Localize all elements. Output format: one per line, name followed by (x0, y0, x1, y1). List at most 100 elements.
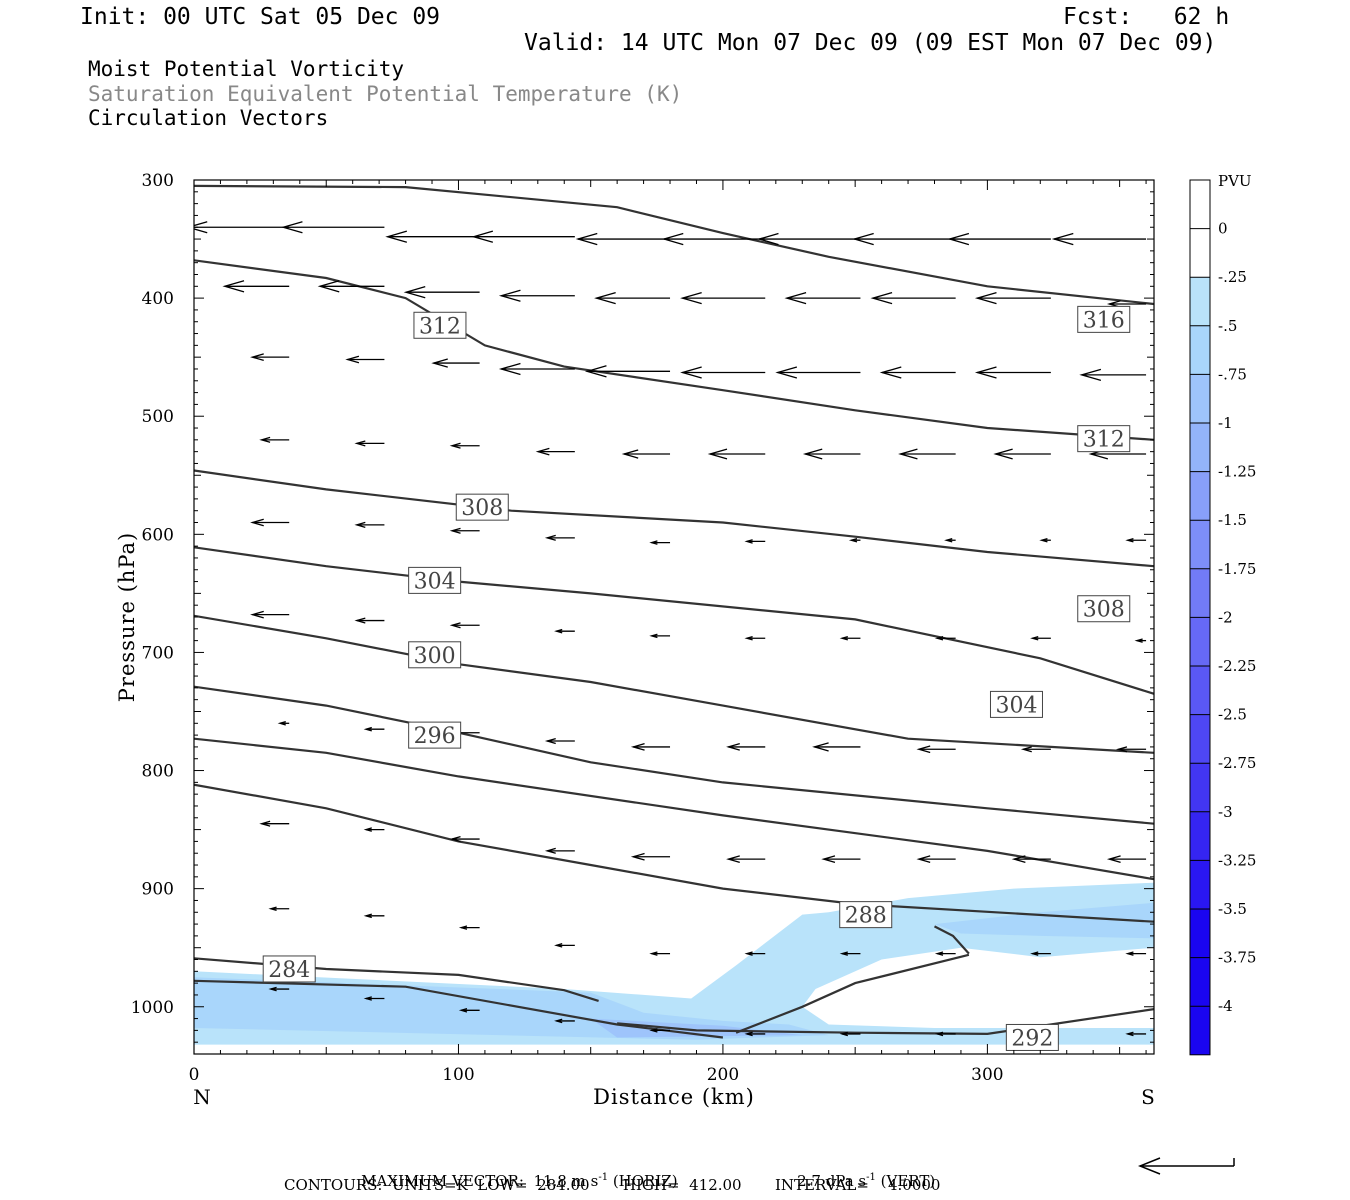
circulation-vector (1051, 232, 1147, 246)
theta-es-contour-11 (933, 925, 970, 955)
vector-head (458, 925, 468, 930)
circulation-vector (535, 447, 575, 456)
theta-es-contour-2 (194, 469, 1154, 568)
circulation-vector (756, 232, 861, 246)
vector-head (898, 448, 918, 460)
circulation-vector (449, 622, 480, 629)
vector-head (544, 534, 556, 541)
vector-head (947, 232, 970, 246)
vector-head (1039, 537, 1048, 543)
circulation-vector (870, 291, 956, 305)
circulation-vector (1011, 855, 1051, 864)
contour-label-text: 312 (1083, 428, 1125, 453)
contour-label-text: 300 (414, 644, 456, 669)
circulation-vector (1030, 635, 1051, 641)
colorbar-level-label: -2.75 (1218, 754, 1256, 772)
vector-head (259, 820, 271, 827)
plot-area (194, 184, 1154, 1045)
vector-head (449, 622, 461, 629)
vector-head (449, 527, 461, 534)
contour-label-text: 308 (461, 496, 503, 521)
vector-head (458, 1008, 468, 1013)
circulation-vector (821, 855, 861, 864)
vector-head (1079, 368, 1102, 382)
x-tick-label: 300 (971, 1065, 1003, 1085)
theta-es-contour-3 (194, 546, 1154, 695)
vector-head (744, 635, 753, 641)
circulation-vector (621, 449, 671, 459)
vector-head (554, 628, 563, 634)
vector-head (363, 913, 372, 919)
y-tick-label: 900 (142, 880, 174, 900)
vector-head (280, 221, 303, 234)
contour-label-box (262, 955, 316, 983)
x-tick-label: 200 (707, 1065, 739, 1085)
circulation-vector (1030, 951, 1051, 956)
contour-label-text: 316 (1083, 308, 1125, 333)
vector-head (756, 232, 779, 246)
circulation-vector (649, 1028, 671, 1033)
circulation-vector (649, 633, 671, 639)
vector-head (385, 230, 408, 243)
contour-label: 316 (1077, 305, 1131, 333)
vector-head (498, 362, 521, 376)
colorbar-level-label: -.5 (1218, 317, 1237, 335)
colorbar-cell (1190, 714, 1210, 764)
contour-label: 304 (408, 566, 462, 594)
reference-vector-head (1137, 1157, 1161, 1175)
vector-head (839, 635, 848, 641)
contour-label-box (1005, 1023, 1059, 1051)
vector-head (993, 448, 1013, 460)
contour-label: 312 (413, 311, 467, 339)
circulation-vector (775, 366, 861, 379)
contour-label-box (408, 721, 462, 749)
circulation-vector (848, 537, 861, 543)
circulation-vector (839, 1031, 861, 1037)
vector-head (812, 742, 829, 752)
vector-head (354, 521, 366, 528)
circulation-vector (222, 280, 290, 293)
vector-head (879, 366, 902, 379)
contours-info: CONTOURS: UNITS=K LOW= 284.00 HIGH= 412.… (284, 1176, 941, 1194)
circulation-vector (1125, 951, 1147, 956)
vector-head (498, 289, 521, 302)
vector-head (222, 280, 245, 293)
circulation-vector (947, 232, 1051, 246)
vector-head (680, 366, 702, 379)
contour-label: 308 (455, 493, 509, 521)
vector-head (575, 232, 598, 246)
colorbar-level-label: -2.5 (1218, 706, 1247, 724)
colorbar-cell (1190, 423, 1210, 472)
colorbar-level-label: -.75 (1218, 365, 1247, 383)
circulation-vector (363, 996, 385, 1001)
circulation-vector (345, 355, 385, 364)
circulation-vector (812, 742, 861, 752)
circulation-vector (354, 521, 385, 528)
circulation-vector (839, 635, 861, 641)
colorbar-level-label: -3 (1218, 803, 1233, 821)
valid-time: Valid: 14 UTC Mon 07 Dec 09 (09 EST Mon … (524, 30, 1217, 56)
vector-head (535, 447, 550, 456)
max-vector-horiz-value: MAXIMUM VECTOR: 11.8 m s (361, 1172, 599, 1190)
vector-head (544, 737, 556, 745)
vector-head (744, 1031, 753, 1037)
colorbar-cell (1190, 909, 1210, 958)
contour-label-box (839, 901, 893, 929)
circulation-vector (363, 913, 385, 919)
circulation-vector (649, 951, 671, 956)
colorbar-level-label: -1.5 (1218, 511, 1247, 529)
colorbar-cell (1190, 617, 1210, 666)
vector-head (680, 291, 702, 305)
vector-head (707, 448, 728, 460)
circulation-vector (1039, 537, 1051, 543)
vector-head (250, 353, 264, 362)
circulation-vector (259, 820, 290, 827)
y-tick-label: 300 (142, 171, 174, 191)
colorbar-cell (1190, 763, 1210, 812)
colorbar-level-label: -1 (1218, 414, 1233, 432)
vector-head (649, 951, 658, 956)
colorbar-level-label: 0 (1218, 220, 1228, 238)
circulation-vector (403, 286, 480, 299)
max-vector-exp-horiz: -1 (598, 1172, 609, 1183)
vector-head (449, 442, 461, 449)
